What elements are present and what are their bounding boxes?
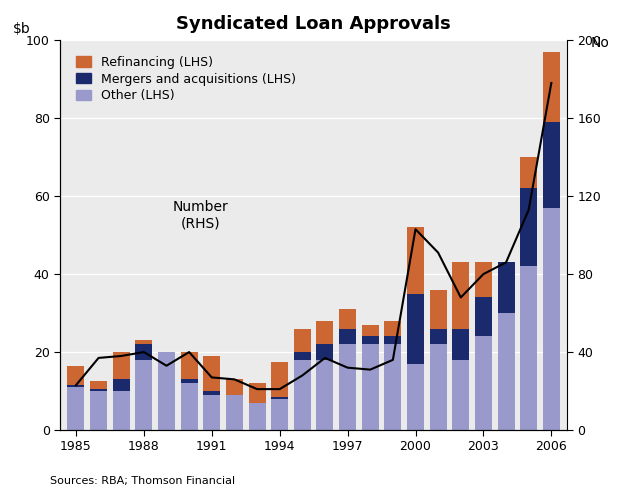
Bar: [339, 329, 356, 344]
Bar: [339, 344, 356, 430]
Bar: [203, 356, 221, 391]
Bar: [543, 52, 560, 122]
Bar: [67, 385, 85, 387]
Bar: [316, 321, 333, 344]
Y-axis label: No: No: [591, 36, 609, 50]
Title: Syndicated Loan Approvals: Syndicated Loan Approvals: [176, 15, 451, 33]
Bar: [430, 344, 447, 430]
Bar: [135, 340, 153, 344]
Bar: [520, 188, 537, 266]
Bar: [67, 387, 85, 430]
Bar: [452, 360, 469, 430]
Bar: [203, 391, 221, 395]
Bar: [362, 325, 379, 336]
Bar: [181, 379, 197, 383]
Y-axis label: $b: $b: [13, 22, 31, 36]
Bar: [543, 208, 560, 430]
Bar: [384, 336, 401, 344]
Bar: [113, 352, 130, 379]
Bar: [430, 329, 447, 344]
Bar: [430, 290, 447, 329]
Bar: [67, 366, 85, 385]
Bar: [294, 360, 311, 430]
Bar: [181, 383, 197, 430]
Bar: [203, 395, 221, 430]
Bar: [498, 263, 515, 313]
Legend: Refinancing (LHS), Mergers and acquisitions (LHS), Other (LHS): Refinancing (LHS), Mergers and acquisiti…: [69, 48, 304, 110]
Bar: [90, 391, 107, 430]
Bar: [452, 263, 469, 329]
Bar: [90, 389, 107, 391]
Bar: [339, 309, 356, 329]
Text: Number
(RHS): Number (RHS): [173, 201, 228, 231]
Bar: [384, 321, 401, 336]
Bar: [475, 298, 492, 336]
Bar: [407, 294, 424, 364]
Bar: [407, 364, 424, 430]
Bar: [113, 379, 130, 391]
Text: Sources: RBA; Thomson Financial: Sources: RBA; Thomson Financial: [50, 476, 235, 486]
Bar: [90, 381, 107, 389]
Bar: [498, 313, 515, 430]
Bar: [249, 403, 265, 430]
Bar: [113, 391, 130, 430]
Bar: [520, 266, 537, 430]
Bar: [316, 344, 333, 360]
Bar: [362, 336, 379, 344]
Bar: [475, 336, 492, 430]
Bar: [543, 122, 560, 208]
Bar: [181, 352, 197, 379]
Bar: [520, 157, 537, 188]
Bar: [271, 397, 288, 399]
Bar: [135, 344, 153, 360]
Bar: [294, 329, 311, 352]
Bar: [249, 383, 265, 403]
Bar: [271, 362, 288, 397]
Bar: [316, 360, 333, 430]
Bar: [226, 395, 243, 430]
Bar: [135, 360, 153, 430]
Bar: [384, 344, 401, 430]
Bar: [452, 329, 469, 360]
Bar: [362, 344, 379, 430]
Bar: [226, 379, 243, 395]
Bar: [475, 263, 492, 298]
Bar: [158, 352, 175, 430]
Bar: [294, 352, 311, 360]
Bar: [271, 399, 288, 430]
Bar: [407, 227, 424, 294]
